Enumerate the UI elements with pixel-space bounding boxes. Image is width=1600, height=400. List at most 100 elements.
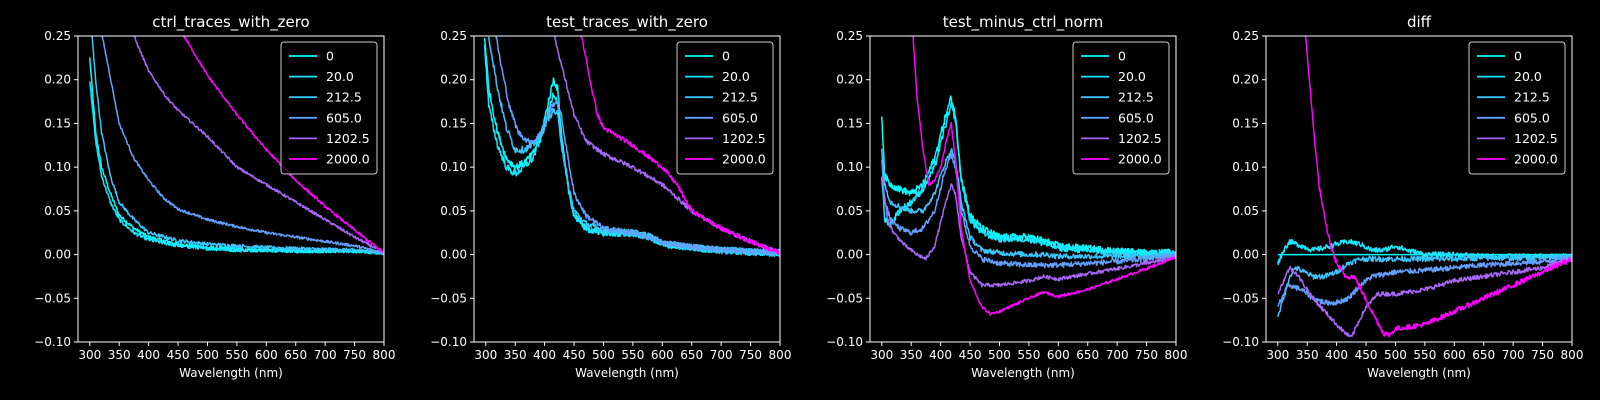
x-tick-label: 450 bbox=[563, 348, 586, 362]
y-tick-label: 0.25 bbox=[44, 29, 71, 43]
x-tick-label: 650 bbox=[284, 348, 307, 362]
y-tick-label: 0.10 bbox=[1232, 160, 1259, 174]
legend: 0 20.0 212.5 605.0 1202.5 2000.0 bbox=[1468, 41, 1566, 175]
series-line-0 bbox=[89, 57, 384, 256]
legend-label: 605.0 bbox=[1514, 110, 1550, 125]
legend-label: 212.5 bbox=[326, 90, 362, 105]
y-tick-label: 0.25 bbox=[836, 29, 863, 43]
x-tick-label: 400 bbox=[533, 348, 556, 362]
series-line-1202.5 bbox=[133, 36, 384, 254]
legend-box bbox=[676, 41, 774, 175]
legend: 0 20.0 212.5 605.0 1202.5 2000.0 bbox=[280, 41, 378, 175]
chart-panel-4: diff 300 350 400 450 500 550 600 650 700 750 800 0.2… bbox=[1222, 13, 1583, 380]
y-tick-label: 0.10 bbox=[440, 160, 467, 174]
y-tick-label: 0.10 bbox=[836, 160, 863, 174]
x-tick-label: 650 bbox=[1076, 348, 1099, 362]
x-axis-label: Wavelength (nm) bbox=[179, 366, 283, 380]
x-tick-label: 450 bbox=[1355, 348, 1378, 362]
x-tick-label: 750 bbox=[1531, 348, 1554, 362]
legend-box bbox=[1468, 41, 1566, 175]
series-line-1202.5 bbox=[1277, 257, 1572, 338]
y-tick-label: 0.00 bbox=[1232, 248, 1259, 262]
x-tick-label: 600 bbox=[255, 348, 278, 362]
y-tick-label: −0.10 bbox=[34, 335, 71, 349]
y-tick-label: −0.05 bbox=[34, 291, 71, 305]
x-tick-label: 750 bbox=[739, 348, 762, 362]
y-tick-label: 0.15 bbox=[1232, 116, 1259, 130]
x-tick-label: 500 bbox=[988, 348, 1011, 362]
x-tick-label: 550 bbox=[1017, 348, 1040, 362]
legend-box bbox=[280, 41, 378, 175]
legend-label: 212.5 bbox=[722, 90, 758, 105]
chart-panel-2: test_traces_with_zero 300 350 400 450 500 550 6… bbox=[430, 13, 792, 380]
legend: 0 20.0 212.5 605.0 1202.5 2000.0 bbox=[676, 41, 774, 175]
x-tick-label: 600 bbox=[1047, 348, 1070, 362]
x-tick-label: 500 bbox=[196, 348, 219, 362]
series-line-212.5 bbox=[91, 36, 384, 255]
x-tick-label: 750 bbox=[343, 348, 366, 362]
chart-title: test_minus_ctrl_norm bbox=[943, 13, 1104, 32]
series-line-212.5 bbox=[1277, 253, 1572, 318]
x-tick-label: 450 bbox=[959, 348, 982, 362]
chart-panel-1: ctrl_traces_with_zero 300 350 400 450 500 550 6… bbox=[34, 13, 396, 380]
legend-label: 605.0 bbox=[1118, 110, 1154, 125]
axes-frame bbox=[1265, 35, 1573, 343]
x-tick-label: 400 bbox=[1325, 348, 1348, 362]
axes-frame bbox=[77, 35, 385, 343]
y-tick-label: −0.05 bbox=[826, 291, 863, 305]
chart-title: diff bbox=[1407, 13, 1432, 31]
y-tick-label: 0.20 bbox=[44, 73, 71, 87]
series-line-605.0 bbox=[495, 36, 780, 256]
x-tick-label: 700 bbox=[1106, 348, 1129, 362]
legend-label: 0 bbox=[1514, 49, 1522, 64]
x-tick-label: 800 bbox=[1165, 348, 1188, 362]
legend-label: 20.0 bbox=[1514, 69, 1542, 84]
legend-label: 2000.0 bbox=[1118, 152, 1162, 167]
y-tick-label: −0.10 bbox=[826, 335, 863, 349]
plot-area bbox=[89, 36, 384, 256]
series-line-212.5 bbox=[881, 148, 1176, 260]
series-line-605.0 bbox=[881, 153, 1176, 269]
x-tick-label: 700 bbox=[314, 348, 337, 362]
axes-frame bbox=[869, 35, 1177, 343]
series-line-20.0 bbox=[1277, 238, 1572, 266]
series-line-2000.0 bbox=[912, 36, 1176, 316]
legend-label: 0 bbox=[1118, 49, 1126, 64]
x-axis-label: Wavelength (nm) bbox=[971, 366, 1075, 380]
series-line-2000.0 bbox=[1305, 36, 1572, 338]
x-tick-label: 600 bbox=[651, 348, 674, 362]
chart-title: ctrl_traces_with_zero bbox=[152, 13, 309, 32]
y-tick-label: −0.05 bbox=[1222, 291, 1259, 305]
x-tick-label: 400 bbox=[137, 348, 160, 362]
x-tick-label: 800 bbox=[373, 348, 396, 362]
y-tick-label: 0.00 bbox=[44, 248, 71, 262]
plot-area bbox=[1277, 36, 1572, 338]
plot-area bbox=[483, 36, 780, 257]
legend-label: 605.0 bbox=[326, 110, 362, 125]
x-tick-label: 800 bbox=[769, 348, 792, 362]
series-line-605.0 bbox=[1277, 254, 1572, 308]
y-tick-label: 0.20 bbox=[836, 73, 863, 87]
legend-box bbox=[1072, 41, 1170, 175]
y-tick-label: 0.15 bbox=[836, 116, 863, 130]
legend-label: 0 bbox=[326, 49, 334, 64]
y-tick-label: 0.05 bbox=[836, 204, 863, 218]
y-tick-label: 0.10 bbox=[44, 160, 71, 174]
legend-label: 1202.5 bbox=[1514, 131, 1558, 146]
legend: 0 20.0 212.5 605.0 1202.5 2000.0 bbox=[1072, 41, 1170, 175]
y-tick-label: 0.20 bbox=[1232, 73, 1259, 87]
series-line-0 bbox=[881, 95, 1176, 258]
x-tick-label: 550 bbox=[225, 348, 248, 362]
y-tick-label: −0.10 bbox=[430, 335, 467, 349]
legend-label: 2000.0 bbox=[722, 152, 766, 167]
legend-label: 0 bbox=[722, 49, 730, 64]
x-tick-label: 800 bbox=[1561, 348, 1584, 362]
y-tick-label: −0.05 bbox=[430, 291, 467, 305]
y-tick-label: −0.10 bbox=[1222, 335, 1259, 349]
x-tick-label: 700 bbox=[710, 348, 733, 362]
legend-label: 20.0 bbox=[722, 69, 750, 84]
x-tick-label: 300 bbox=[870, 348, 893, 362]
y-tick-label: 0.05 bbox=[440, 204, 467, 218]
x-tick-label: 350 bbox=[504, 348, 527, 362]
